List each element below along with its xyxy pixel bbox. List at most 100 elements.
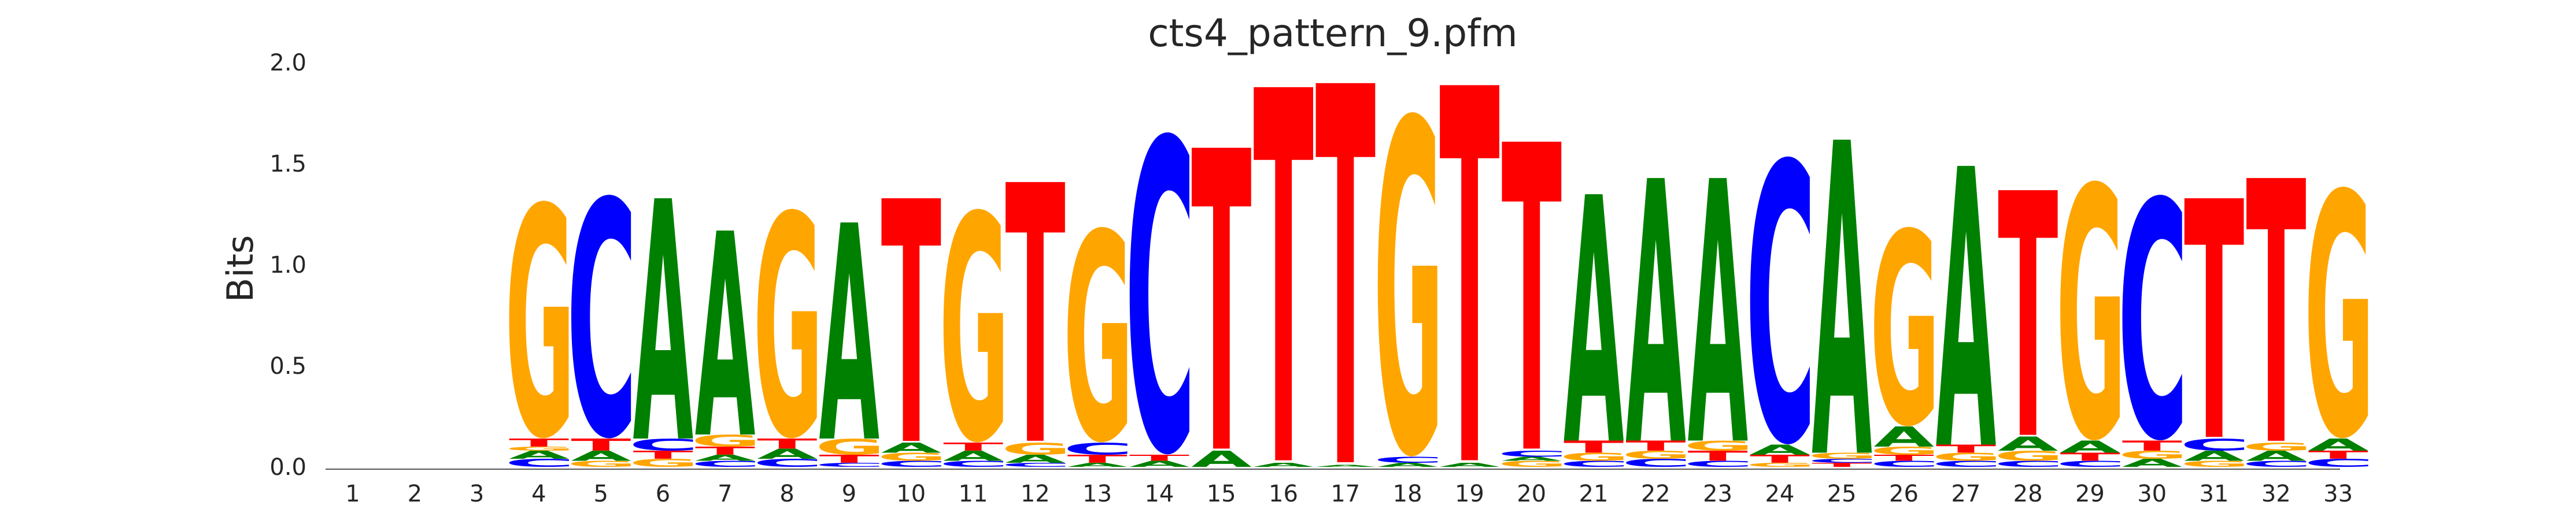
- logo-letter-A-pos-26: A: [1874, 421, 1935, 454]
- logo-letter-G-pos-29: G: [2056, 117, 2126, 517]
- x-axis-ticks: 1 2 3 4 5 6 7 8 9 10 11 12 13 14 15 16 17 18 19 20 21 22 23 24 2…: [345, 481, 2353, 507]
- logo-letter-T-pos-12: T: [1005, 112, 1066, 520]
- x-tick-label: 2: [408, 481, 422, 507]
- x-tick-label: 27: [1951, 481, 1980, 507]
- logo-letter-C-pos-4: C: [504, 457, 575, 469]
- logo-letter-G-pos-11: G: [939, 152, 1009, 511]
- logo-letter-G-pos-6: G: [629, 457, 699, 470]
- logo-letter-T-pos-22: T: [1625, 438, 1686, 454]
- x-tick-label: 6: [656, 481, 670, 507]
- logo-letter-A-pos-13: A: [1067, 462, 1128, 468]
- logo-letter-C-pos-31: C: [2180, 436, 2250, 454]
- logo-stack-pos-15: AT: [1191, 66, 1252, 520]
- logo-letter-C-pos-30: C: [2117, 134, 2188, 512]
- logo-letter-G-pos-31: G: [2180, 459, 2250, 469]
- logo-letter-G-pos-13: G: [1063, 174, 1133, 506]
- logo-letter-A-pos-33: A: [2308, 435, 2369, 455]
- x-tick-label: 11: [959, 481, 988, 507]
- logo-letter-T-pos-26: T: [1874, 453, 1934, 463]
- logo-letter-A-pos-11: A: [943, 448, 1004, 464]
- logo-letter-A-pos-31: A: [2184, 448, 2245, 464]
- x-tick-label: 21: [1579, 481, 1609, 507]
- logo-letter-T-pos-4: T: [509, 436, 569, 449]
- logo-letter-C-pos-18: C: [1373, 455, 1444, 465]
- x-tick-label: 13: [1082, 481, 1112, 507]
- logo-letter-C-pos-9: C: [815, 462, 885, 468]
- logo-stack-pos-16: AT: [1254, 0, 1314, 520]
- logo-letter-T-pos-24: T: [1750, 452, 1810, 465]
- logo-letter-T-pos-31: T: [2184, 133, 2245, 514]
- logo-letter-T-pos-7: T: [695, 444, 755, 457]
- logo-letter-G-pos-5: G: [567, 459, 637, 469]
- logo-letter-A-pos-7: A: [695, 453, 756, 463]
- logo-letter-G-pos-32: G: [2242, 441, 2312, 454]
- x-tick-label: 22: [1641, 481, 1670, 507]
- y-tick-label: 0.5: [269, 353, 306, 380]
- logo-letter-T-pos-19: T: [1439, 0, 1500, 520]
- logo-letter-G-pos-18: G: [1373, 28, 1443, 520]
- logo-letter-A-pos-20: A: [1502, 456, 1562, 462]
- logo-letter-C-pos-13: C: [1063, 440, 1133, 458]
- logo-letter-C-pos-25: C: [1808, 458, 1878, 464]
- logo-stack-pos-19: AT: [1439, 0, 1500, 520]
- logo-letter-T-pos-17: T: [1315, 0, 1376, 520]
- logo-letter-A-pos-6: A: [633, 132, 694, 517]
- logo-letter-G-pos-30: G: [2118, 449, 2188, 462]
- chart-title: cts4_pattern_9.pfm: [1148, 11, 1517, 55]
- logo-letter-T-pos-14: T: [1129, 453, 1189, 463]
- x-tick-label: 31: [2200, 481, 2229, 507]
- x-tick-label: 24: [1765, 481, 1794, 507]
- x-tick-label: 20: [1517, 481, 1546, 507]
- logo-letter-G-pos-33: G: [2304, 125, 2374, 512]
- y-tick-label: 1.0: [269, 252, 306, 278]
- logo-letter-A-pos-9: A: [819, 164, 880, 508]
- logo-letter-T-pos-27: T: [1936, 443, 1996, 455]
- logo-stack-pos-14: ATC: [1125, 53, 1195, 520]
- logo-letter-T-pos-25: T: [1812, 462, 1872, 468]
- logo-letter-T-pos-5: T: [571, 435, 631, 454]
- logo-letter-T-pos-23: T: [1688, 448, 1749, 464]
- logo-letter-T-pos-29: T: [2060, 451, 2120, 463]
- logo-letter-T-pos-13: T: [1067, 452, 1128, 465]
- logo-letter-T-pos-21: T: [1564, 437, 1624, 456]
- logo-letter-T-pos-8: T: [757, 436, 818, 452]
- logo-letter-C-pos-11: C: [939, 459, 1010, 469]
- x-tick-label: 29: [2075, 481, 2105, 507]
- logo-letter-C-pos-7: C: [690, 459, 761, 469]
- logo-letter-G-pos-26: G: [1870, 445, 1940, 458]
- logo-letter-G-pos-23: G: [1684, 438, 1754, 454]
- logo-letter-G-pos-4: G: [505, 142, 575, 508]
- x-tick-label: 30: [2137, 481, 2167, 507]
- logo-letter-G-pos-9: G: [815, 435, 885, 460]
- logo-letter-T-pos-10: T: [881, 133, 942, 520]
- logo-letter-C-pos-5: C: [567, 135, 637, 510]
- logo-letter-A-pos-22: A: [1625, 107, 1687, 520]
- y-tick-label: 0.0: [269, 454, 306, 481]
- logo-letter-G-pos-24: G: [1746, 462, 1816, 468]
- y-axis-ticks: 0.0 0.5 1.0 1.5 2.0: [269, 50, 306, 481]
- x-tick-label: 33: [2323, 481, 2353, 507]
- logo-letter-A-pos-16: A: [1254, 462, 1314, 468]
- logo-letter-T-pos-32: T: [2246, 107, 2307, 520]
- logo-letter-C-pos-27: C: [1931, 459, 2002, 469]
- logo-letter-A-pos-21: A: [1564, 128, 1625, 520]
